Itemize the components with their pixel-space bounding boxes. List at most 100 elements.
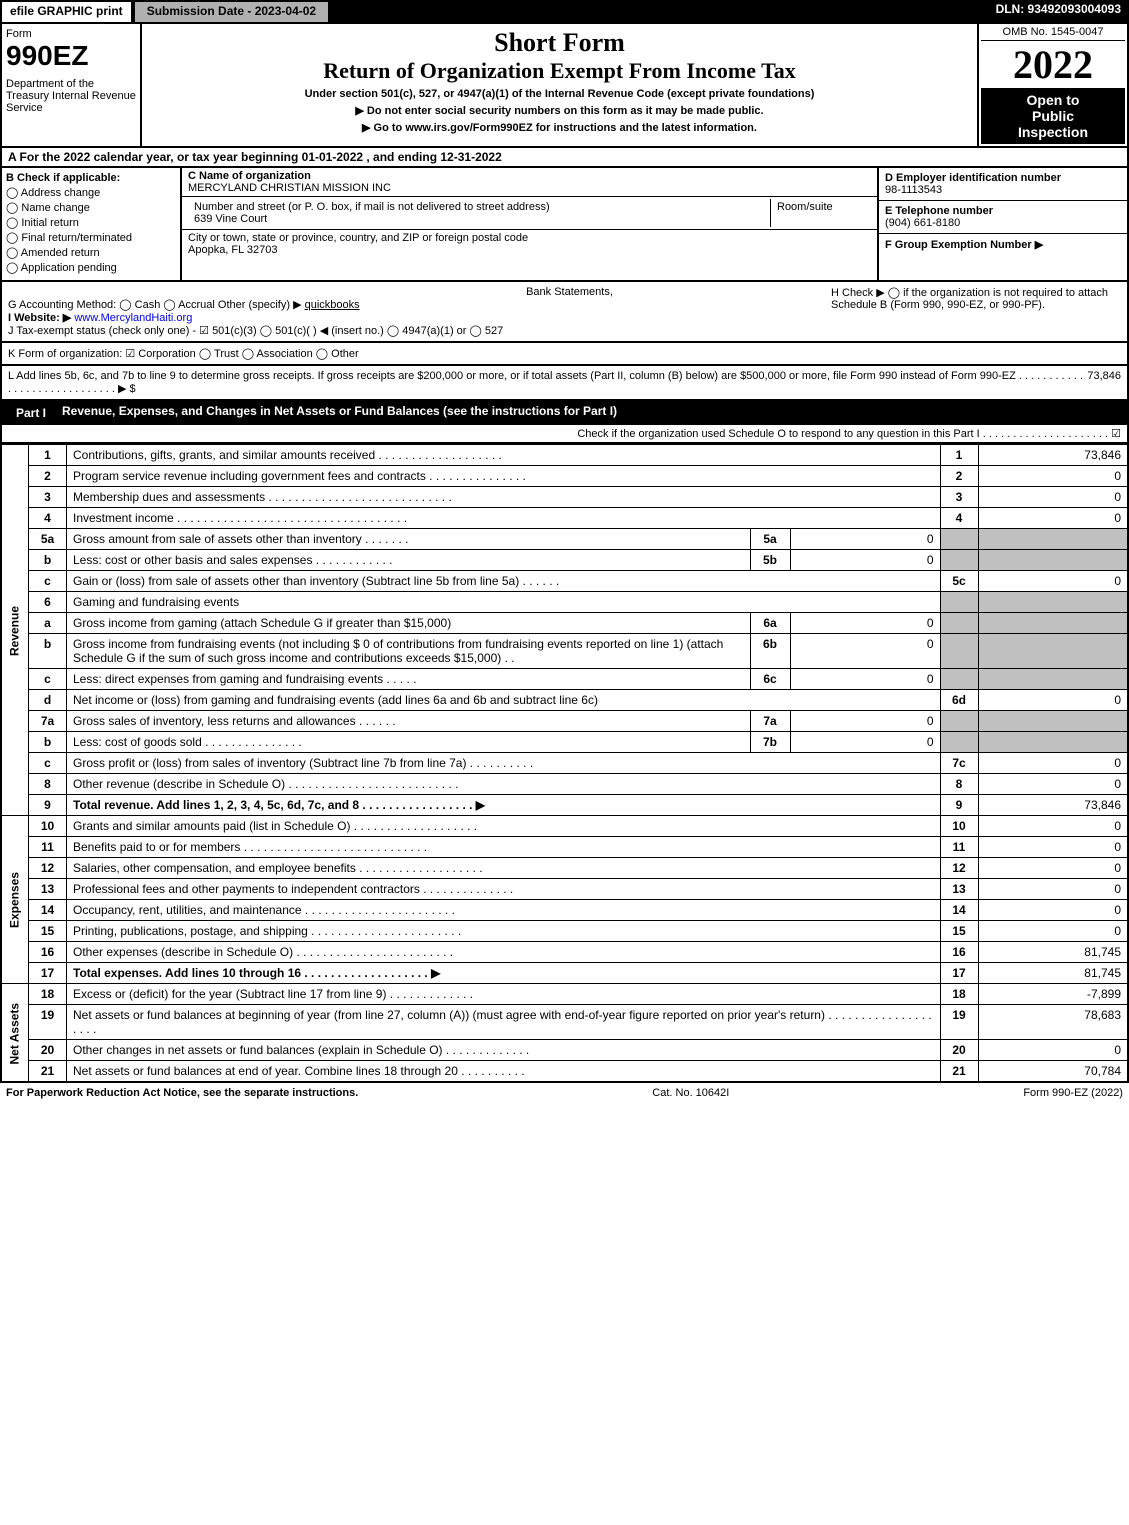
goto-link[interactable]: ▶ Go to www.irs.gov/Form990EZ for instru… (146, 121, 973, 134)
row-5b-value: 0 (790, 550, 940, 571)
website-label: I Website: ▶ (8, 312, 71, 324)
org-name-label: C Name of organization (188, 170, 311, 182)
part-1-check: Check if the organization used Schedule … (0, 425, 1129, 444)
row-9-text: Total revenue. Add lines 1, 2, 3, 4, 5c,… (67, 795, 941, 816)
row-19-value: 78,683 (978, 1005, 1128, 1040)
row-14-value: 0 (978, 900, 1128, 921)
row-17-value: 81,745 (978, 963, 1128, 984)
footer-left: For Paperwork Reduction Act Notice, see … (6, 1087, 358, 1099)
row-20-text: Other changes in net assets or fund bala… (67, 1040, 941, 1061)
revenue-section-label: Revenue (1, 445, 29, 816)
row-1-rightnum: 1 (940, 445, 978, 466)
check-application-pending[interactable]: ◯ Application pending (6, 261, 176, 274)
row-1-value: 73,846 (978, 445, 1128, 466)
row-8-value: 0 (978, 774, 1128, 795)
tax-exempt-status: J Tax-exempt status (check only one) - ☑… (8, 324, 831, 337)
row-6a-text: Gross income from gaming (attach Schedul… (67, 613, 751, 634)
page-footer: For Paperwork Reduction Act Notice, see … (0, 1083, 1129, 1103)
check-final-return[interactable]: ◯ Final return/terminated (6, 231, 176, 244)
row-7b-value: 0 (790, 732, 940, 753)
telephone: (904) 661-8180 (885, 217, 960, 229)
form-number: 990EZ (6, 40, 136, 72)
part-1-label: Part I (8, 404, 54, 422)
row-7c-text: Gross profit or (loss) from sales of inv… (67, 753, 941, 774)
row-15-text: Printing, publications, postage, and shi… (67, 921, 941, 942)
telephone-label: E Telephone number (885, 205, 993, 217)
row-6a-value: 0 (790, 613, 940, 634)
row-5c-value: 0 (978, 571, 1128, 592)
section-l: L Add lines 5b, 6c, and 7b to line 9 to … (0, 366, 1129, 401)
form-header: Form 990EZ Department of the Treasury In… (0, 24, 1129, 148)
footer-right: Form 990-EZ (2022) (1023, 1087, 1123, 1099)
row-12-text: Salaries, other compensation, and employ… (67, 858, 941, 879)
room-suite-label: Room/suite (771, 199, 871, 227)
accounting-value: quickbooks (305, 299, 360, 311)
row-6c-value: 0 (790, 669, 940, 690)
ein-label: D Employer identification number (885, 172, 1061, 184)
section-g-h-i-j: Bank Statements, G Accounting Method: ◯ … (0, 282, 1129, 343)
check-applicable-label: B Check if applicable: (6, 172, 176, 184)
part-1-table: Revenue 1 Contributions, gifts, grants, … (0, 444, 1129, 1083)
row-19-text: Net assets or fund balances at beginning… (67, 1005, 941, 1040)
check-address-change[interactable]: ◯ Address change (6, 186, 176, 199)
row-21-value: 70,784 (978, 1061, 1128, 1083)
row-2-value: 0 (978, 466, 1128, 487)
row-20-value: 0 (978, 1040, 1128, 1061)
row-6b-text: Gross income from fundraising events (no… (67, 634, 751, 669)
form-label: Form (6, 28, 136, 40)
section-k: K Form of organization: ☑ Corporation ◯ … (0, 343, 1129, 366)
ssn-warning: ▶ Do not enter social security numbers o… (146, 104, 973, 117)
row-4-text: Investment income . . . . . . . . . . . … (67, 508, 941, 529)
check-initial-return[interactable]: ◯ Initial return (6, 216, 176, 229)
open-to-public: Open to Public Inspection (981, 88, 1125, 144)
row-6c-text: Less: direct expenses from gaming and fu… (67, 669, 751, 690)
org-name: MERCYLAND CHRISTIAN MISSION INC (188, 182, 391, 194)
section-b-checkboxes: B Check if applicable: ◯ Address change … (2, 168, 182, 280)
row-6b-value: 0 (790, 634, 940, 669)
short-form-title: Short Form (146, 28, 973, 58)
row-10-text: Grants and similar amounts paid (list in… (67, 816, 941, 837)
check-name-change[interactable]: ◯ Name change (6, 201, 176, 214)
row-15-value: 0 (978, 921, 1128, 942)
under-section: Under section 501(c), 527, or 4947(a)(1)… (146, 88, 973, 100)
section-h: H Check ▶ ◯ if the organization is not r… (831, 286, 1121, 337)
row-5a-value: 0 (790, 529, 940, 550)
section-c: C Name of organization MERCYLAND CHRISTI… (182, 168, 877, 280)
efile-print-button[interactable]: efile GRAPHIC print (0, 0, 133, 24)
row-13-value: 0 (978, 879, 1128, 900)
city: Apopka, FL 32703 (188, 244, 278, 256)
gross-receipts-value: 73,846 (1087, 370, 1121, 395)
row-7a-text: Gross sales of inventory, less returns a… (67, 711, 751, 732)
omb-number: OMB No. 1545-0047 (981, 26, 1125, 41)
net-assets-section-label: Net Assets (1, 984, 29, 1083)
line-a-tax-year: A For the 2022 calendar year, or tax yea… (0, 148, 1129, 168)
row-14-text: Occupancy, rent, utilities, and maintena… (67, 900, 941, 921)
part-1-title: Revenue, Expenses, and Changes in Net As… (54, 404, 617, 422)
row-7a-value: 0 (790, 711, 940, 732)
footer-cat: Cat. No. 10642I (652, 1087, 729, 1099)
dln: DLN: 93492093004093 (988, 0, 1129, 24)
row-6d-value: 0 (978, 690, 1128, 711)
row-3-value: 0 (978, 487, 1128, 508)
row-13-text: Professional fees and other payments to … (67, 879, 941, 900)
row-17-text: Total expenses. Add lines 10 through 16 … (67, 963, 941, 984)
street-label: Number and street (or P. O. box, if mail… (194, 201, 550, 213)
row-7b-text: Less: cost of goods sold . . . . . . . .… (67, 732, 751, 753)
row-1-num: 1 (29, 445, 67, 466)
row-6d-text: Net income or (loss) from gaming and fun… (67, 690, 941, 711)
street: 639 Vine Court (194, 213, 267, 225)
row-5a-text: Gross amount from sale of assets other t… (67, 529, 751, 550)
row-1-text: Contributions, gifts, grants, and simila… (67, 445, 941, 466)
bank-statements: Bank Statements, (308, 286, 831, 298)
check-amended-return[interactable]: ◯ Amended return (6, 246, 176, 259)
accounting-method: G Accounting Method: ◯ Cash ◯ Accrual Ot… (8, 299, 302, 311)
row-4-value: 0 (978, 508, 1128, 529)
row-11-value: 0 (978, 837, 1128, 858)
row-18-text: Excess or (deficit) for the year (Subtra… (67, 984, 941, 1005)
row-6-text: Gaming and fundraising events (67, 592, 941, 613)
row-10-value: 0 (978, 816, 1128, 837)
website-link[interactable]: www.MercylandHaiti.org (74, 312, 192, 324)
section-d-e-f: D Employer identification number 98-1113… (877, 168, 1127, 280)
group-exemption-label: F Group Exemption Number ▶ (885, 239, 1043, 251)
row-18-value: -7,899 (978, 984, 1128, 1005)
